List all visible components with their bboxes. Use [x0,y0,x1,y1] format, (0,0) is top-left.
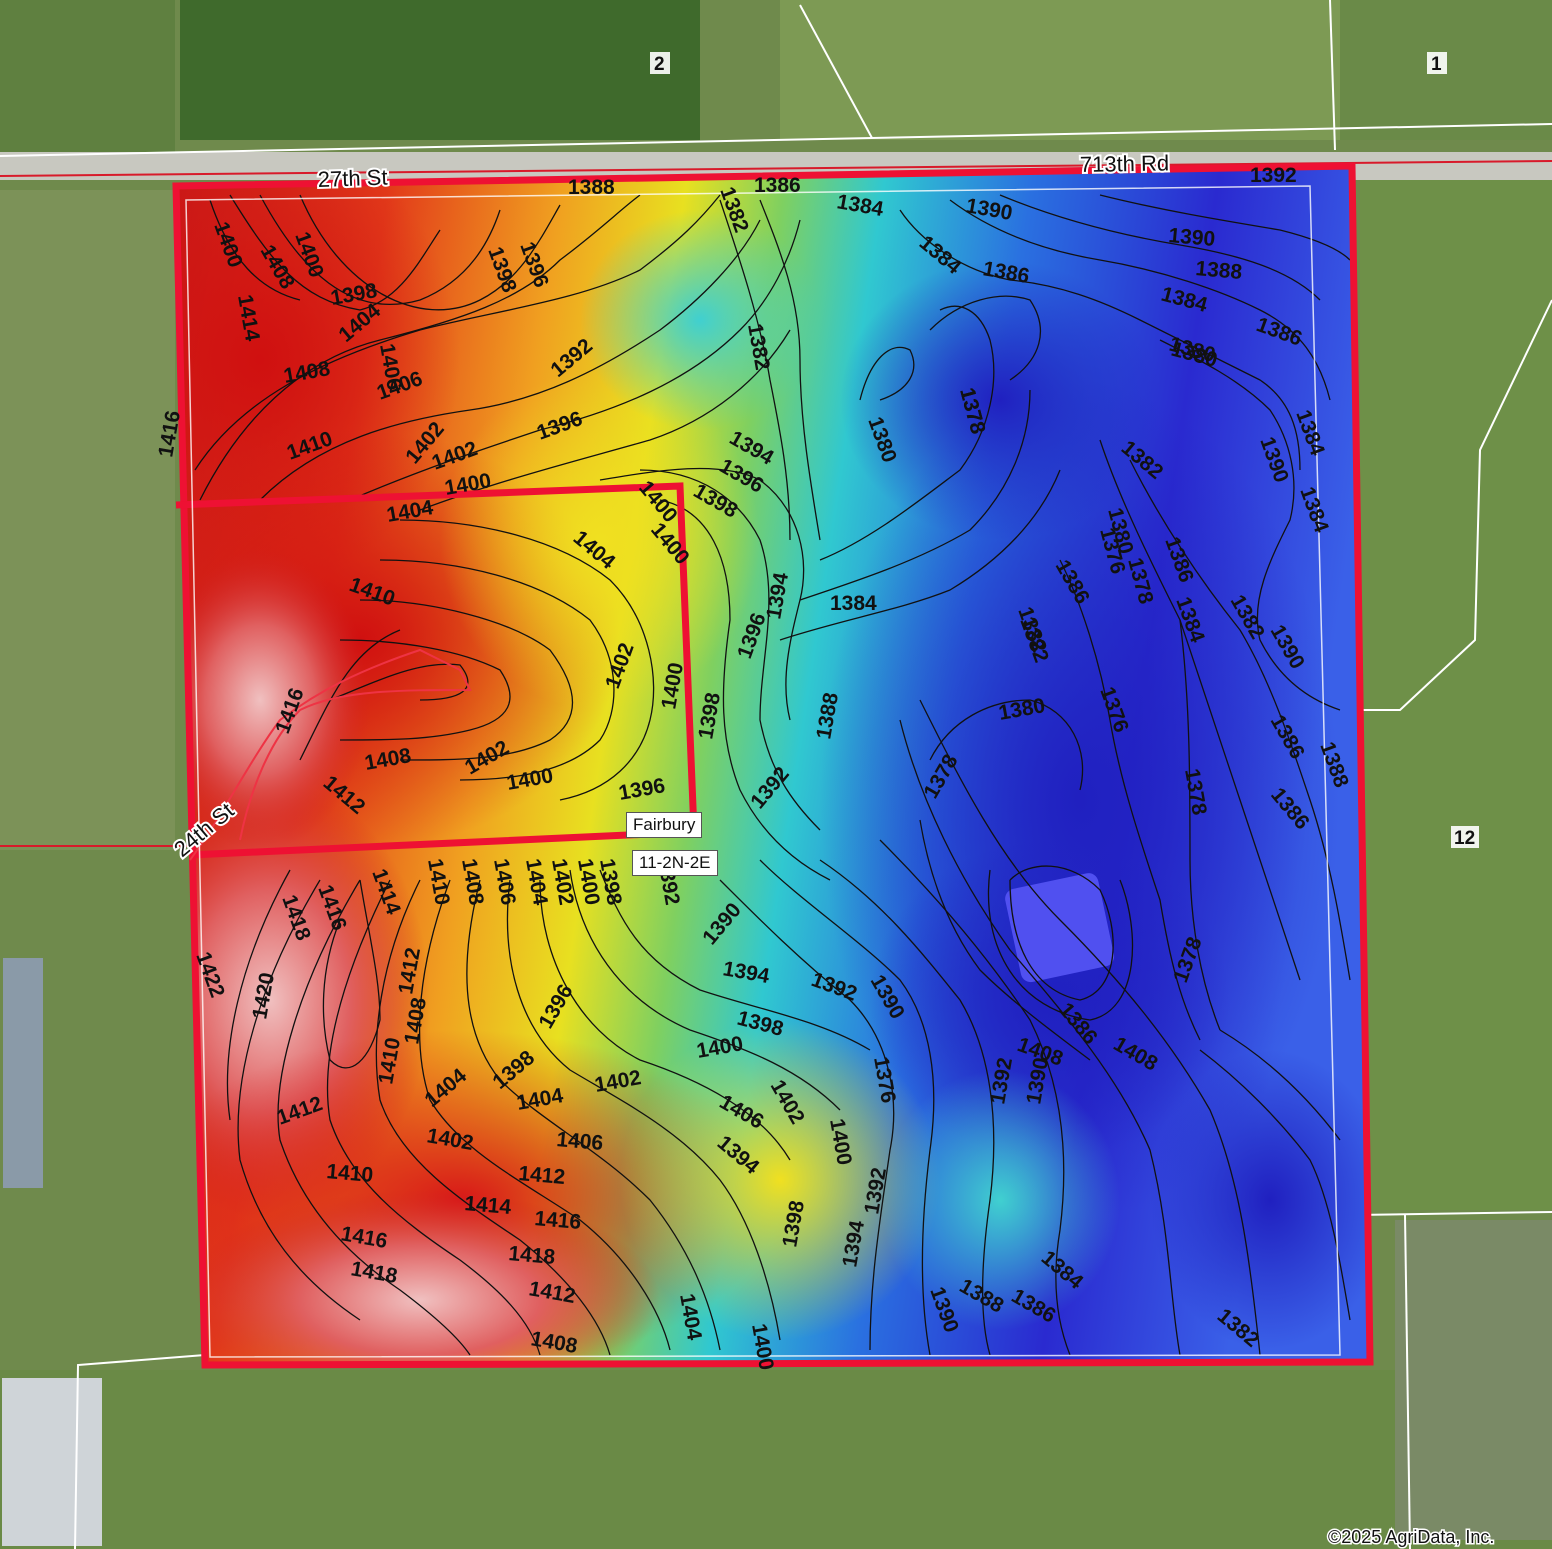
field-east [1360,180,1552,1210]
contour-lines [194,194,1351,1356]
parcel-line-s [1404,1214,1411,1549]
section-line-vertical [1329,0,1336,151]
svg-text:1: 1 [1431,54,1442,75]
contour-label: 1386 [754,174,801,197]
section-label-2: 2 [650,52,670,75]
contour-label: 1388 [568,176,615,199]
contour-label: 1410 [326,1160,375,1187]
parcel-line-sw [74,1354,206,1549]
facility-yard [2,1378,102,1546]
parcel-line-east [1360,299,1552,711]
svg-text:12: 12 [1454,828,1475,849]
contour-label: 1384 [830,592,877,615]
parcel-line-se [1354,1211,1552,1216]
tree-cluster [180,0,700,140]
field-south [0,1370,1552,1549]
contour-label: 1390 [1168,224,1217,251]
field-boundary [172,162,1374,1369]
section-label-12: 12 [1451,826,1479,849]
contour-label: 1388 [1195,257,1244,284]
contour-label: 1412 [518,1162,567,1189]
section-label-1: 1 [1427,52,1447,75]
road-label-713th-rd: 713th Rd [1080,150,1170,177]
contour-label: 1418 [508,1242,557,1269]
field-north [780,0,1340,140]
contour-label: 1406 [556,1128,605,1155]
place-label-town: Fairbury [626,812,703,838]
field-west [0,190,175,850]
parcel-line [799,4,873,139]
pond-area [1395,1220,1552,1540]
road-centerline-24th [189,648,472,861]
contour-label: 1392 [1250,164,1297,187]
elevation-raster [176,166,1370,1365]
place-label-township: 11-2N-2E [632,850,718,876]
copyright-notice: ©2025 AgriData, Inc. [1328,1527,1494,1547]
section-line-north [0,123,1552,157]
contour-label: 1414 [464,1192,513,1219]
svg-text:2: 2 [654,54,665,75]
road-label-27th-st: 27th St [317,165,388,192]
contour-label: 1416 [534,1207,583,1234]
parcel-outline [185,185,1341,1358]
subfield-boundary [175,482,698,859]
building-roof [3,958,43,1188]
field-nw [0,0,175,160]
